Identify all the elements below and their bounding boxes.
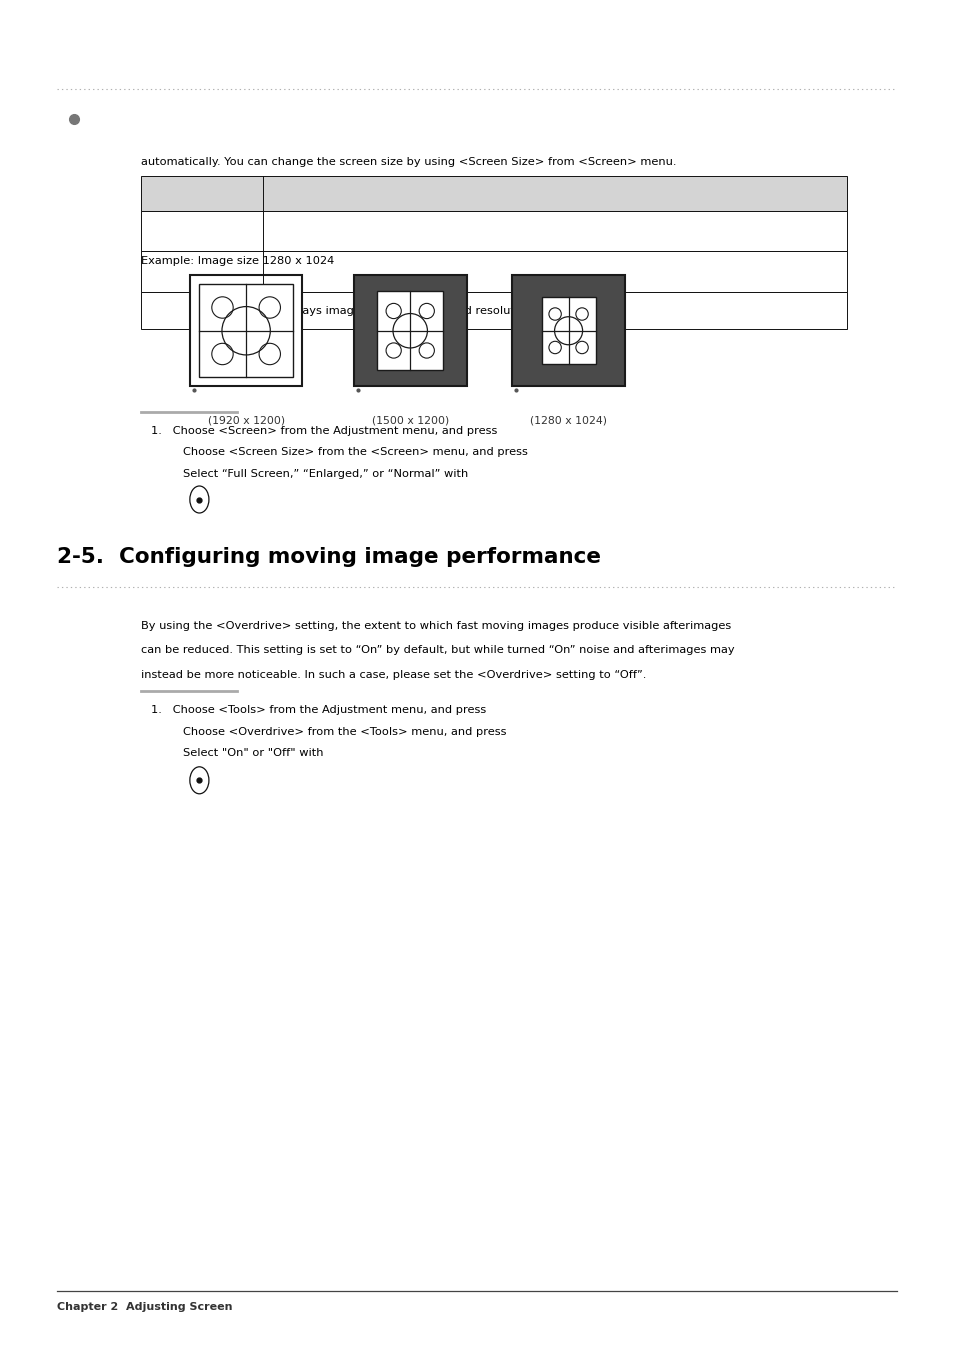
Bar — [354, 275, 466, 386]
Text: Select "On" or "Off" with: Select "On" or "Off" with — [183, 748, 323, 759]
Text: Chapter 2  Adjusting Screen: Chapter 2 Adjusting Screen — [57, 1301, 233, 1312]
Text: 2-5.  Configuring moving image performance: 2-5. Configuring moving image performanc… — [57, 547, 600, 567]
Text: Displays images with the specified resolution.: Displays images with the specified resol… — [274, 305, 536, 316]
Text: By using the <Overdrive> setting, the extent to which fast moving images produce: By using the <Overdrive> setting, the ex… — [141, 621, 731, 630]
Bar — [541, 297, 595, 364]
Bar — [198, 285, 294, 377]
Text: 1.   Choose <Tools> from the Adjustment menu, and press: 1. Choose <Tools> from the Adjustment me… — [151, 705, 485, 716]
Text: Choose <Overdrive> from the <Tools> menu, and press: Choose <Overdrive> from the <Tools> menu… — [183, 726, 506, 737]
Text: Select “Full Screen,” “Enlarged,” or “Normal” with: Select “Full Screen,” “Enlarged,” or “No… — [183, 468, 468, 479]
Text: Choose <Screen Size> from the <Screen> menu, and press: Choose <Screen Size> from the <Screen> m… — [183, 447, 528, 458]
Text: can be reduced. This setting is set to “On” by default, but while turned “On” no: can be reduced. This setting is set to “… — [141, 645, 734, 655]
Bar — [512, 275, 624, 386]
Bar — [141, 176, 846, 211]
Text: automatically. You can change the screen size by using <Screen Size> from <Scree: automatically. You can change the screen… — [141, 157, 676, 166]
Text: (1500 x 1200): (1500 x 1200) — [372, 416, 448, 425]
Text: (1920 x 1200): (1920 x 1200) — [208, 416, 284, 425]
Text: 1.   Choose <Screen> from the Adjustment menu, and press: 1. Choose <Screen> from the Adjustment m… — [151, 425, 497, 436]
Bar — [141, 251, 846, 292]
Bar — [141, 292, 846, 329]
Text: Example: Image size 1280 x 1024: Example: Image size 1280 x 1024 — [141, 256, 335, 266]
Bar — [190, 275, 302, 386]
Bar — [141, 211, 846, 251]
Text: instead be more noticeable. In such a case, please set the <Overdrive> setting t: instead be more noticeable. In such a ca… — [141, 670, 646, 679]
Text: (1280 x 1024): (1280 x 1024) — [530, 416, 606, 425]
Bar — [376, 292, 443, 370]
